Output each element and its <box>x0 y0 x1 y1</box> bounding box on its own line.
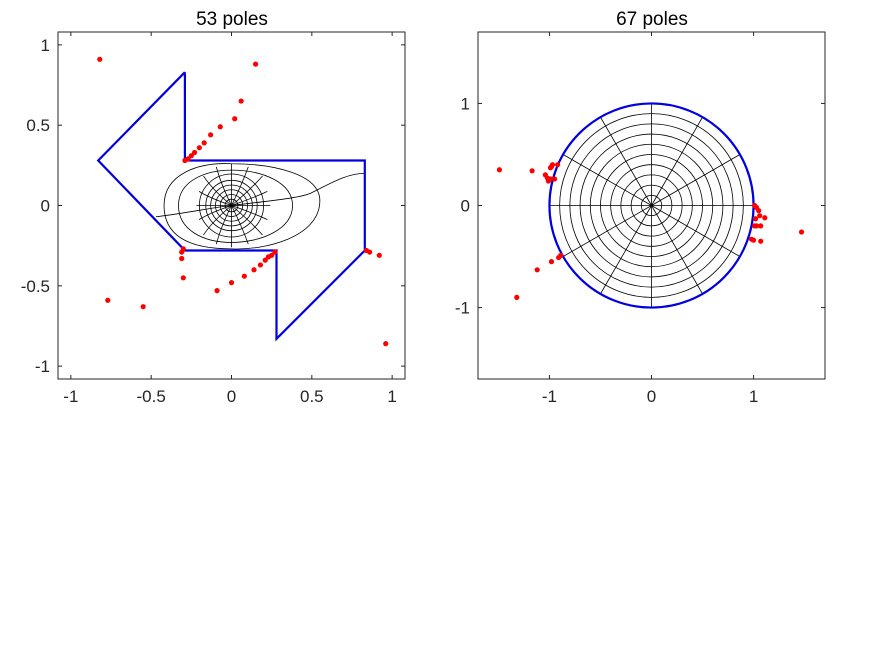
x-tick-label: 1 <box>749 387 758 406</box>
mesh-ray <box>231 205 263 236</box>
mesh-level-curve <box>163 163 321 250</box>
pole-point <box>762 215 768 221</box>
chart-left: 53 poles -1 -0.5 0 0.5 1 -1 -0.5 0 0.5 1 <box>21 9 406 406</box>
pole-point <box>180 275 186 281</box>
x-tick-label: 0 <box>647 387 656 406</box>
x-tick-label: 0 <box>227 387 236 406</box>
ticks-left: -1 -0.5 0 0.5 1 -1 -0.5 0 0.5 1 <box>21 32 405 406</box>
pole-point <box>208 132 214 138</box>
mesh-ray <box>215 205 232 245</box>
poles-left <box>97 56 389 347</box>
y-tick-label: 1 <box>461 94 470 113</box>
mesh-ray <box>231 175 263 206</box>
conformal-mesh-left <box>155 163 365 250</box>
pole-point <box>555 162 561 168</box>
mesh-ray <box>651 205 741 257</box>
pole-point <box>383 341 389 347</box>
pole-point <box>758 223 764 229</box>
pole-point <box>257 262 264 268</box>
pole-point <box>367 249 373 255</box>
pole-point <box>201 140 207 146</box>
pole-point <box>548 259 555 265</box>
x-tick-label: -1 <box>63 387 78 406</box>
pole-point <box>105 297 111 303</box>
pole-point <box>196 145 202 151</box>
ticks-right: -1 0 1 -1 0 1 <box>455 32 825 406</box>
pole-point <box>214 288 220 294</box>
pole-point <box>758 238 764 244</box>
pole-point <box>551 176 558 182</box>
pole-point <box>272 249 278 255</box>
pole-point <box>140 304 146 310</box>
chart-right-title: 67 poles <box>616 9 688 30</box>
pole-point <box>217 124 223 130</box>
pole-point <box>269 252 275 258</box>
pole-point <box>251 267 257 273</box>
polygon-boundary <box>96 71 366 342</box>
x-tick-label: -0.5 <box>137 387 166 406</box>
mesh-ray <box>231 205 249 245</box>
mesh-ray <box>651 205 703 295</box>
pole-point <box>529 168 535 174</box>
x-tick-label: 0.5 <box>300 387 324 406</box>
pole-point <box>238 98 244 104</box>
pole-point <box>262 257 268 263</box>
polar-mesh-right <box>549 103 754 308</box>
pole-point <box>756 208 762 214</box>
pole-point <box>534 267 540 273</box>
mesh-ray <box>203 175 232 206</box>
x-tick-label: 1 <box>387 387 396 406</box>
mesh-ray <box>562 154 652 206</box>
mesh-ray <box>651 154 741 206</box>
y-tick-label: -1 <box>35 357 50 376</box>
y-tick-label: -0.5 <box>21 277 50 296</box>
mesh-ray <box>198 205 232 220</box>
mesh-ray <box>651 116 703 206</box>
pole-point <box>232 116 238 122</box>
pole-point <box>547 165 554 171</box>
chart-right: 67 poles -1 0 1 -1 0 1 <box>455 9 826 406</box>
y-tick-label: 0.5 <box>26 116 50 135</box>
y-tick-label: 0 <box>41 197 50 216</box>
y-tick-label: 0 <box>461 197 470 216</box>
mesh-ray <box>600 205 652 295</box>
y-tick-label: -1 <box>455 299 470 318</box>
pole-point <box>750 237 757 243</box>
pole-point <box>753 216 759 222</box>
chart-left-title: 53 poles <box>196 9 268 30</box>
pole-point <box>556 254 562 261</box>
pole-point <box>179 255 185 262</box>
mesh-ray <box>215 166 232 206</box>
pole-point <box>798 229 805 235</box>
pole-point <box>228 280 235 286</box>
mesh-ray <box>600 116 652 206</box>
mesh-ray <box>231 205 268 221</box>
mesh-ray <box>562 205 652 257</box>
mesh-stream-line <box>155 172 365 218</box>
pole-point <box>182 157 188 164</box>
pole-point <box>241 273 247 279</box>
mesh-ray <box>203 205 232 236</box>
pole-point <box>191 149 198 156</box>
pole-point <box>757 213 763 219</box>
pole-point <box>179 249 185 255</box>
x-tick-label: -1 <box>542 387 557 406</box>
pole-point <box>97 56 103 62</box>
mesh-ray <box>198 191 232 206</box>
pole-point <box>514 294 520 300</box>
pole-point <box>188 153 194 159</box>
pole-point <box>376 252 382 258</box>
mesh-level-curve <box>178 169 293 243</box>
poles-right <box>496 162 805 300</box>
pole-point <box>496 167 503 173</box>
mesh-ray <box>231 166 249 206</box>
mesh-ray <box>231 190 268 206</box>
pole-point <box>754 223 760 229</box>
y-tick-label: 1 <box>41 36 50 55</box>
pole-point <box>547 176 554 182</box>
pole-point <box>252 61 259 67</box>
